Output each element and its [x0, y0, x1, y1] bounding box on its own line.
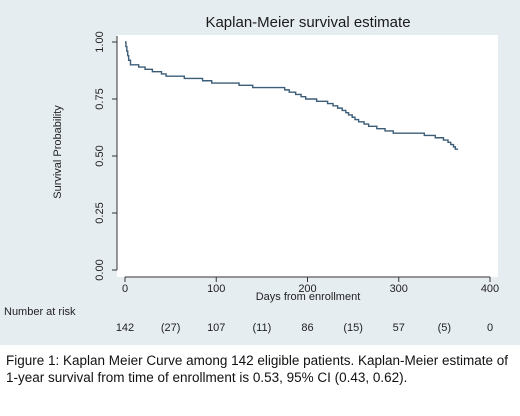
y-axis-title: Survival Probability: [52, 105, 64, 199]
y-tick-label: 0.00: [94, 259, 106, 280]
chart-title: Kaplan-Meier survival estimate: [205, 14, 410, 31]
risk-table-value: (5): [438, 322, 451, 334]
x-tick-label: 100: [207, 283, 225, 295]
risk-table-value: (15): [343, 322, 363, 334]
survival-curve: [125, 41, 459, 150]
y-tick-label: 0.50: [94, 145, 106, 166]
figure-panel: Kaplan-Meier survival estimate 0.00 0.25 0…: [0, 0, 520, 345]
risk-table-value: 57: [393, 322, 405, 334]
x-tick-label: 200: [298, 283, 316, 295]
x-tick-label: 400: [481, 283, 499, 295]
risk-table-value: 86: [301, 322, 313, 334]
x-ticks: 0 100 200 300 400: [122, 277, 499, 295]
x-axis-title: Days from enrollment: [256, 291, 361, 303]
y-tick-label: 0.75: [94, 88, 106, 109]
x-tick-label: 0: [122, 283, 128, 295]
y-ticks: 0.00 0.25 0.50 0.75 1.00: [94, 31, 117, 281]
plot-area: [117, 35, 498, 277]
figure-caption: Figure 1: Kaplan Meier Curve among 142 e…: [6, 353, 509, 385]
km-chart: Kaplan-Meier survival estimate 0.000.250…: [4, 14, 499, 334]
y-tick-label: 0.25: [94, 202, 106, 223]
y-tick-label: 1.00: [94, 31, 106, 52]
risk-table-value: 142: [116, 322, 134, 334]
risk-table-value: (27): [161, 322, 181, 334]
x-tick-label: 300: [390, 283, 408, 295]
risk-table-label: Number at risk: [4, 306, 76, 318]
risk-table-value: 107: [207, 322, 225, 334]
risk-table-value: (11): [253, 322, 272, 334]
risk-table-value: 0: [487, 322, 493, 334]
risk-table-row: 142 (27) 107 (11) 86 (15) 57 (5) 0: [116, 322, 493, 334]
